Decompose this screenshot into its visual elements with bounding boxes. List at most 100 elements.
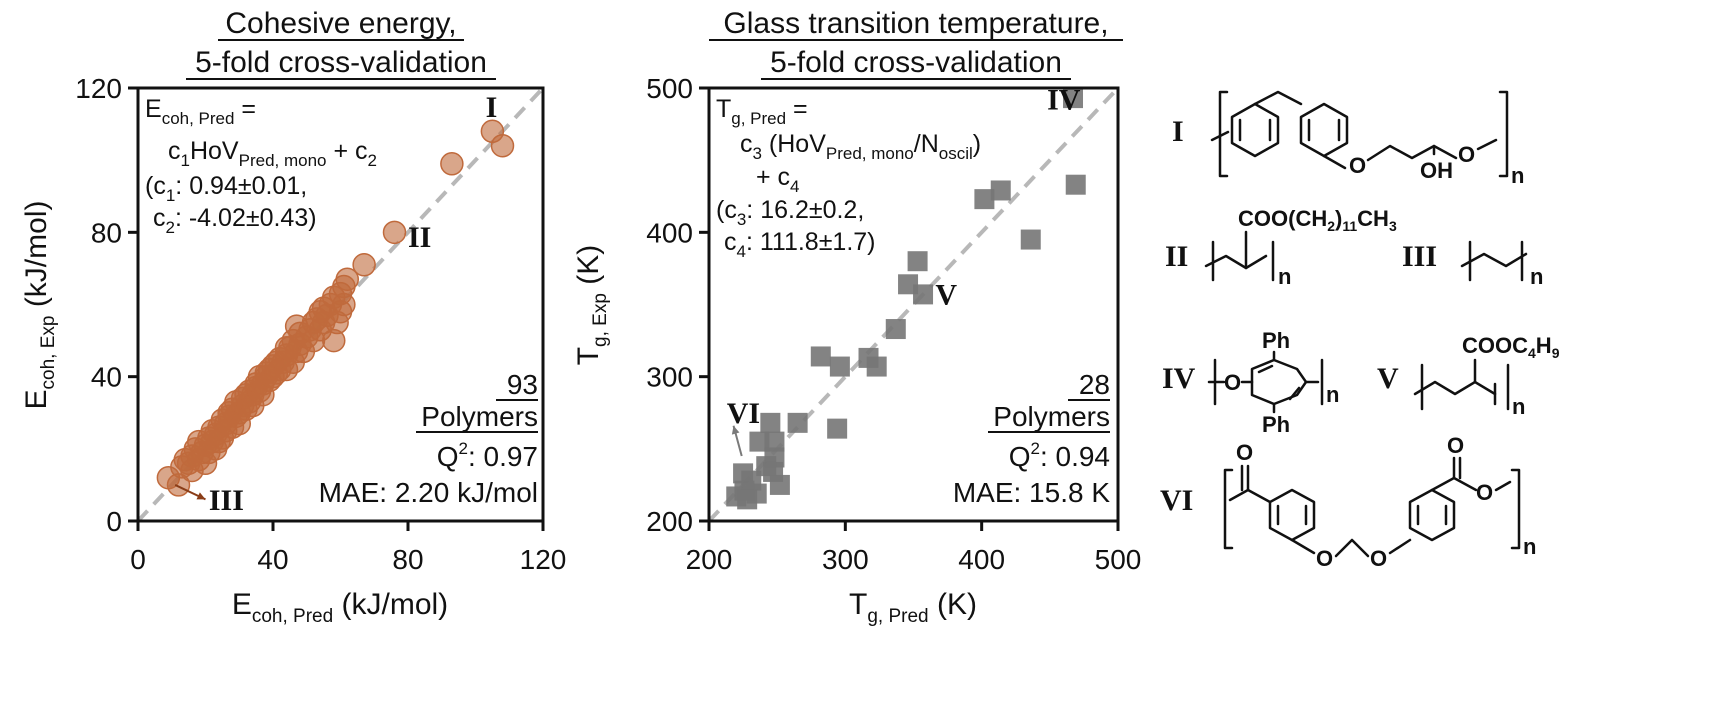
structure-vi-carbonyl-oxygen-2: O <box>1447 433 1464 458</box>
right-y-tick-label-0: 200 <box>646 506 693 537</box>
right-data-point-7 <box>913 284 934 305</box>
left-title-line-2: 5-fold cross-validation <box>195 46 487 79</box>
structure-iv: IV O Ph Ph n <box>1162 328 1339 437</box>
structure-vi-ether-oxygen-1: O <box>1316 546 1333 571</box>
left-q2: Q2: 0.97 <box>437 439 538 472</box>
right-data-point-4 <box>1020 229 1041 250</box>
left-data-point-87 <box>352 253 376 277</box>
structure-vi-numeral: VI <box>1160 484 1193 517</box>
structure-iv-phenyl-top: Ph <box>1262 328 1290 353</box>
structure-iv-phenyl-bottom: Ph <box>1262 412 1290 437</box>
right-polymers-label: Polymers <box>993 401 1110 432</box>
left-title-line-1: Cohesive energy, <box>225 7 456 40</box>
left-x-tick-label-1: 40 <box>257 544 288 575</box>
structure-iv-n: n <box>1326 382 1339 407</box>
right-x-axis-label: Tg, Pred (K) <box>849 588 977 627</box>
right-x-tick-label-2: 400 <box>958 544 1005 575</box>
right-title-line-2: 5-fold cross-validation <box>770 46 1062 79</box>
right-q2: Q2: 0.94 <box>1009 439 1110 472</box>
left-plot-area: 0 40 80 120 0 40 80 120 Ecoh, Pred = c1HoVPred,… <box>75 73 566 575</box>
left-data-point-89 <box>440 152 464 176</box>
structure-v-side-chain: COOC4H9 <box>1462 333 1560 361</box>
left-y-tick-label-2: 80 <box>91 217 122 248</box>
structure-vi-ether-oxygen-2: O <box>1370 546 1387 571</box>
right-data-point-9 <box>810 346 831 367</box>
left-x-tick-label-2: 80 <box>392 544 423 575</box>
structure-ii: II COO(CH2)11CH3 n <box>1165 206 1397 289</box>
left-point-label-0: I <box>486 91 498 124</box>
left-data-point-91 <box>490 133 515 158</box>
left-y-axis-label: Ecoh, Exp (kJ/mol) <box>20 201 59 410</box>
structure-ii-numeral: II <box>1165 240 1188 273</box>
left-equation-lhs: Ecoh, Pred = <box>145 95 256 128</box>
left-data-point-86 <box>335 267 359 291</box>
right-data-point-15 <box>760 412 781 433</box>
right-y-axis-label: Tg, Exp (K) <box>572 245 611 366</box>
structure-vi: VI O O O O O n <box>1160 433 1536 571</box>
right-points <box>707 86 1120 523</box>
right-x-tick-label-0: 200 <box>686 544 733 575</box>
structure-ii-n: n <box>1278 264 1291 289</box>
right-data-point-2 <box>974 189 995 210</box>
right-mae: MAE: 15.8 K <box>953 477 1111 508</box>
right-plot-area: 200 300 400 500 200 300 400 500 Tg, Pred = c3 (… <box>646 73 1141 575</box>
left-data-point-92 <box>274 336 299 360</box>
cohesive-energy-panel: Cohesive energy, 5-fold cross-validation… <box>20 7 566 627</box>
structure-ii-side-chain: COO(CH2)11CH3 <box>1238 206 1397 234</box>
left-x-tick-label-0: 0 <box>130 544 146 575</box>
left-polymer-count: 93 <box>507 369 538 400</box>
right-label-arrow-head <box>731 425 740 435</box>
right-point-label-1: V <box>935 279 957 312</box>
left-label-arrow-head <box>196 492 206 500</box>
right-y-tick-label-3: 500 <box>646 73 693 104</box>
right-x-tick-label-3: 500 <box>1095 544 1142 575</box>
right-data-point-0 <box>1063 88 1084 109</box>
right-coefficient-1: (c3: 16.2±0.2, <box>716 196 864 229</box>
left-y-tick-label-3: 120 <box>75 73 122 104</box>
right-data-point-17 <box>764 431 785 452</box>
left-point-label-1: II <box>408 221 431 254</box>
structure-vi-n: n <box>1523 534 1536 559</box>
right-plot-frame <box>707 86 1120 523</box>
right-y-tick-label-2: 400 <box>646 217 693 248</box>
right-coefficient-2: c4: 111.8±1.7) <box>724 228 876 261</box>
right-ticks: 200 300 400 500 200 300 400 500 <box>646 73 1141 575</box>
left-equation-rhs: c1HoVPred, mono + c2 <box>168 137 377 170</box>
structure-i-oxygen-1: O <box>1349 153 1366 178</box>
right-equation-rhs: c3 (HoVPred, mono/Noscil) <box>740 130 981 163</box>
right-point-label-0: IV <box>1047 84 1081 117</box>
left-mae: MAE: 2.20 kJ/mol <box>319 477 538 508</box>
left-x-tick-label-3: 120 <box>520 544 567 575</box>
left-y-tick-label-0: 0 <box>106 506 122 537</box>
structure-i-oxygen-2: O <box>1458 142 1475 167</box>
structure-iii-numeral: III <box>1402 240 1437 273</box>
left-polymers-label: Polymers <box>421 401 538 432</box>
structure-iv-oxygen: O <box>1224 370 1241 395</box>
structure-i-numeral: I <box>1172 115 1184 148</box>
right-y-tick-label-1: 300 <box>646 362 693 393</box>
structure-iii: III n <box>1402 240 1543 289</box>
right-data-point-3 <box>990 180 1011 201</box>
structure-i: I O OH O n <box>1172 90 1524 188</box>
right-data-point-1 <box>1065 174 1086 195</box>
left-point-label-2: III <box>209 484 244 517</box>
left-x-axis-label: Ecoh, Pred (kJ/mol) <box>232 588 448 627</box>
right-equation-lhs: Tg, Pred = <box>716 95 808 128</box>
right-data-point-27 <box>763 461 784 482</box>
left-coefficient-1: (c1: 0.94±0.01, <box>145 172 307 205</box>
right-data-point-8 <box>885 319 906 340</box>
left-ticks: 0 40 80 120 0 40 80 120 <box>75 73 566 575</box>
right-title-line-1: Glass transition temperature, <box>723 7 1108 40</box>
structure-i-n: n <box>1511 163 1524 188</box>
glass-transition-panel: Glass transition temperature, 5-fold cro… <box>572 7 1141 627</box>
right-data-point-14 <box>787 412 808 433</box>
structure-iv-numeral: IV <box>1162 362 1196 395</box>
right-equation-plus: + c4 <box>756 163 800 196</box>
structure-v-n: n <box>1512 394 1525 419</box>
right-data-point-13 <box>827 418 848 439</box>
right-point-label-2: VI <box>727 397 760 430</box>
structure-vi-carbonyl-oxygen-1: O <box>1236 440 1253 465</box>
structure-v-numeral: V <box>1377 362 1399 395</box>
left-coefficient-2: c2: -4.02±0.43) <box>153 204 317 237</box>
